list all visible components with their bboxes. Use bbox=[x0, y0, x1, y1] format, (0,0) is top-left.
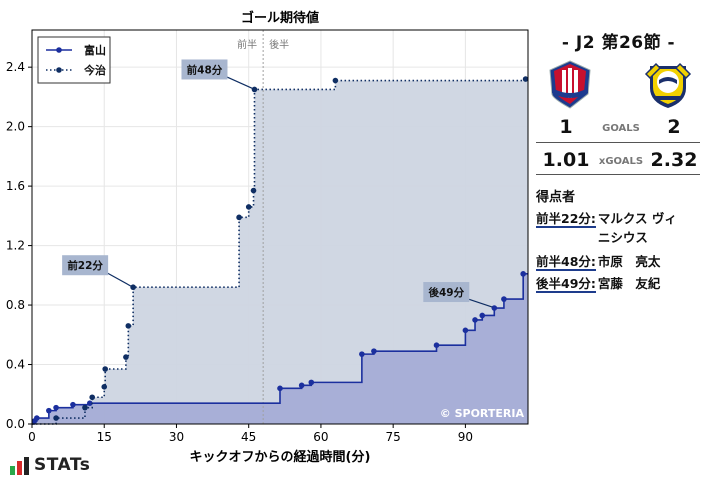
y-tick-label: 0.0 bbox=[6, 417, 25, 431]
data-point bbox=[102, 366, 108, 372]
data-point bbox=[462, 327, 469, 334]
away-xg: 2.32 bbox=[650, 149, 698, 171]
data-point bbox=[522, 76, 529, 82]
annotation-box bbox=[181, 59, 228, 80]
data-point bbox=[433, 342, 440, 349]
annotation-arrow bbox=[103, 270, 132, 287]
y-tick-label: 0.8 bbox=[6, 298, 25, 312]
data-point bbox=[70, 401, 76, 408]
scorers-title: 得点者 bbox=[536, 190, 576, 205]
data-point bbox=[277, 385, 283, 392]
data-point bbox=[236, 214, 242, 221]
stats-logo-icon bbox=[10, 457, 29, 475]
chart-title: ゴール期待値 bbox=[241, 10, 319, 26]
scorer-name: マルクス ヴィニシウス bbox=[597, 211, 677, 245]
data-point bbox=[82, 404, 88, 411]
series-area bbox=[32, 79, 528, 424]
x-tick-label: 0 bbox=[28, 430, 36, 444]
away-team-crest-icon bbox=[644, 62, 692, 108]
data-point bbox=[245, 204, 252, 210]
x-tick-label: 30 bbox=[169, 430, 184, 444]
x-axis-label: キックオフからの経過時間(分) bbox=[190, 449, 371, 465]
data-point bbox=[53, 404, 59, 411]
match-panel: - J2 第26節 - 1 GOALS 2 1.01 xGOALS 2.32 得… bbox=[530, 0, 707, 479]
annotation-box bbox=[62, 255, 109, 276]
data-point bbox=[332, 77, 339, 84]
data-point bbox=[298, 382, 305, 389]
xg-label: xGOALS bbox=[598, 156, 644, 167]
data-point bbox=[359, 351, 365, 357]
x-tick-label: 75 bbox=[386, 430, 401, 444]
match-title: - J2 第26節 - bbox=[561, 33, 676, 53]
halftime-label-second: 後半 bbox=[269, 38, 289, 51]
data-point bbox=[501, 296, 507, 302]
legend-marker bbox=[56, 47, 62, 53]
annotation-arrow bbox=[223, 74, 253, 90]
data-point bbox=[101, 384, 108, 390]
data-point bbox=[123, 354, 129, 360]
data-point bbox=[491, 305, 498, 311]
annotation-label: 前48分 bbox=[187, 63, 223, 76]
annotation-arrow bbox=[465, 297, 493, 308]
watermark: © SPORTERIA bbox=[440, 407, 525, 420]
annotation-label: 後49分 bbox=[427, 286, 464, 299]
x-tick-label: 60 bbox=[313, 430, 328, 444]
scorer-entry: 後半49分: 宮藤 友紀 bbox=[536, 274, 688, 293]
scorer-name: 宮藤 友紀 bbox=[597, 276, 661, 291]
y-tick-label: 1.2 bbox=[6, 239, 25, 253]
scorer-time: 前半22分: bbox=[536, 211, 596, 228]
series-area bbox=[32, 273, 528, 424]
x-tick-label: 45 bbox=[241, 430, 256, 444]
data-point bbox=[86, 400, 93, 406]
y-tick-label: 1.6 bbox=[6, 179, 25, 193]
legend-box bbox=[37, 36, 111, 84]
home-goals: 1 bbox=[559, 116, 573, 138]
data-point bbox=[479, 312, 486, 319]
legend-marker bbox=[56, 67, 62, 73]
halftime-label-first: 前半 bbox=[237, 38, 257, 51]
away-goals: 2 bbox=[667, 116, 681, 138]
home-team-crest-icon bbox=[549, 60, 591, 109]
legend-label: 富山 bbox=[84, 43, 106, 57]
scorer-time: 後半49分: bbox=[536, 276, 596, 293]
scorer-name: 市原 亮太 bbox=[597, 254, 661, 269]
legend-label: 今治 bbox=[83, 63, 106, 77]
data-point bbox=[46, 407, 52, 414]
data-point bbox=[89, 394, 95, 401]
data-point bbox=[371, 348, 377, 354]
x-tick-label: 90 bbox=[458, 430, 473, 444]
x-tick-label: 15 bbox=[97, 430, 112, 444]
annotation-box bbox=[423, 282, 470, 303]
goals-row: 1 GOALS 2 bbox=[536, 114, 700, 143]
data-point bbox=[34, 415, 40, 421]
stats-brand: STATs bbox=[34, 455, 91, 475]
scorer-entry: 前半22分: マルクス ヴィニシウス bbox=[536, 209, 688, 247]
data-point bbox=[520, 271, 526, 277]
goals-label: GOALS bbox=[602, 123, 640, 134]
data-point bbox=[125, 323, 132, 329]
y-tick-label: 0.4 bbox=[6, 358, 25, 372]
y-tick-label: 2.4 bbox=[6, 60, 25, 74]
y-tick-label: 2.0 bbox=[6, 120, 25, 134]
scorer-time: 前半48分: bbox=[536, 254, 596, 271]
home-xg: 1.01 bbox=[542, 149, 590, 171]
data-point bbox=[130, 284, 136, 291]
data-point bbox=[53, 415, 59, 421]
plot-frame bbox=[31, 29, 529, 425]
data-point bbox=[308, 379, 315, 386]
scorer-entry: 前半48分: 市原 亮太 bbox=[536, 252, 688, 271]
annotation-label: 前22分 bbox=[67, 259, 103, 272]
data-point bbox=[472, 317, 478, 323]
data-point bbox=[250, 187, 257, 194]
xg-row: 1.01 xGOALS 2.32 bbox=[536, 146, 700, 175]
data-point bbox=[251, 86, 258, 93]
